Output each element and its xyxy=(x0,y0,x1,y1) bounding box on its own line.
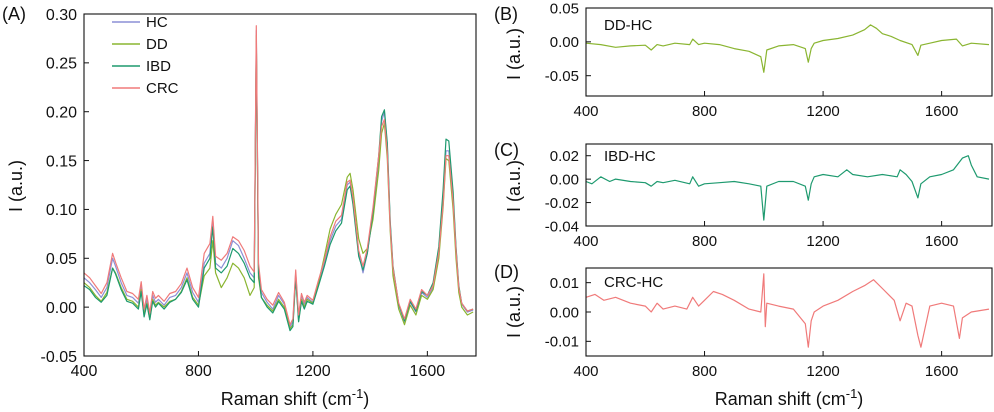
panel-a-xtick-label: 800 xyxy=(185,363,212,380)
panel-d-xlabel-sup: -1 xyxy=(846,386,858,401)
panel-d-ytick-label: 0.01 xyxy=(550,275,579,292)
panel-a-ytick-label: 0.20 xyxy=(46,104,77,121)
panel-b-xtick-label: 1200 xyxy=(806,103,839,120)
panel-c-title: IBD-HC xyxy=(604,148,656,165)
panel-b-xtick-label: 1600 xyxy=(925,103,958,120)
panel-a-ytick-label: -0.05 xyxy=(41,349,78,366)
panel-d-title: CRC-HC xyxy=(604,274,663,291)
panel-a-ticks: 400 800 1200 1600 -0.05 0.00 0.05 0.10 0.15 0.20 0… xyxy=(41,7,446,380)
panel-c: (C) 400 800 1200 1600 0.02 0.00 -0.02 -0.04 IBD… xyxy=(494,140,993,250)
panel-d-xtick-label: 1200 xyxy=(806,363,839,380)
panel-c-series-difference xyxy=(585,155,990,221)
panel-b-ytick-label: 0.00 xyxy=(550,34,579,51)
panel-a: (A) 400 800 1200 1600 -0.05 0.00 0.05 0.10 0.15 0… xyxy=(2,4,477,409)
panel-d-ytick-label: -0.01 xyxy=(545,334,579,351)
panel-c-series-line xyxy=(585,155,990,221)
panel-a-label: (A) xyxy=(2,4,26,24)
panel-d-ylabel: I (a.u.) xyxy=(504,286,524,338)
legend-label-hc: HC xyxy=(146,14,168,31)
panel-d-xlabel: Raman shift (cm-1) xyxy=(715,386,864,409)
legend-label-dd: DD xyxy=(146,36,168,53)
panel-c-ticks: 400 800 1200 1600 0.02 0.00 -0.02 -0.04 xyxy=(545,148,959,250)
panel-a-xlabel-sup: -1 xyxy=(352,386,364,401)
panel-d-xtick-label: 1600 xyxy=(925,363,958,380)
panel-a-ytick-label: 0.10 xyxy=(46,202,77,219)
panel-a-ytick-label: 0.25 xyxy=(46,56,77,73)
panel-b-ytick-label: -0.05 xyxy=(545,68,579,85)
panel-a-ytick-label: 0.05 xyxy=(46,251,77,268)
panel-b-ylabel: I (a.u.) xyxy=(504,28,524,80)
panel-a-legend: HC DD IBD CRC xyxy=(112,14,179,97)
panel-b-series-line xyxy=(585,24,990,73)
panel-c-frame xyxy=(585,143,993,227)
panel-a-series-dd xyxy=(83,34,474,330)
panel-d-xtick-label: 400 xyxy=(573,363,598,380)
panel-c-ytick-label: 0.02 xyxy=(550,148,579,165)
panel-c-xtick-label: 400 xyxy=(573,233,598,250)
panel-a-frame xyxy=(83,13,477,357)
panel-c-label: (C) xyxy=(494,140,519,160)
legend-label-ibd: IBD xyxy=(146,58,171,75)
panel-c-ytick-label: 0.00 xyxy=(550,172,579,189)
panel-b-title: DD-HC xyxy=(604,17,652,34)
panel-d: (D) 400 800 1200 1600 0.01 0.00 -0.01 CRC-HC I… xyxy=(494,262,993,409)
panel-d-series-line xyxy=(585,273,990,348)
panel-d-series-difference xyxy=(585,273,990,348)
panel-c-xtick-label: 1200 xyxy=(806,233,839,250)
panel-a-ytick-label: 0.15 xyxy=(46,153,77,170)
panel-c-ylabel: I (a.u.) xyxy=(504,160,524,212)
panel-d-ytick-label: 0.00 xyxy=(550,304,579,321)
panel-a-xlabel: Raman shift (cm-1) xyxy=(221,386,370,409)
panel-a-series-crc xyxy=(83,25,474,326)
panel-d-label: (D) xyxy=(494,262,519,282)
panel-d-xtick-label: 800 xyxy=(692,363,717,380)
panel-b: (B) 400 800 1200 1600 0.05 0.00 -0.05 DD-HC I … xyxy=(494,0,993,120)
panel-a-ytick-label: 0.30 xyxy=(46,7,77,24)
panel-b-label: (B) xyxy=(494,4,518,24)
panel-a-series-hc xyxy=(83,30,474,328)
panel-a-ytick-label: 0.00 xyxy=(46,300,77,317)
panel-d-ticks: 400 800 1200 1600 0.01 0.00 -0.01 xyxy=(545,275,959,380)
panel-c-xtick-label: 1600 xyxy=(925,233,958,250)
panel-a-xtick-label: 1200 xyxy=(295,363,331,380)
panel-a-series-lines xyxy=(83,25,474,332)
panel-c-ytick-label: -0.02 xyxy=(545,195,579,212)
panel-b-series-difference xyxy=(585,24,990,73)
panel-a-xtick-label: 400 xyxy=(71,363,98,380)
panel-c-ytick-label: -0.04 xyxy=(545,218,579,235)
legend-label-crc: CRC xyxy=(146,80,179,97)
panel-b-xtick-label: 800 xyxy=(692,103,717,120)
panel-b-ticks: 400 800 1200 1600 0.05 0.00 -0.05 xyxy=(545,0,959,120)
panel-c-xtick-label: 800 xyxy=(692,233,717,250)
panel-b-frame xyxy=(585,7,993,97)
panel-b-ytick-label: 0.05 xyxy=(550,0,579,17)
panel-a-ylabel: I (a.u.) xyxy=(6,160,26,212)
panel-b-xtick-label: 400 xyxy=(573,103,598,120)
panel-a-xtick-label: 1600 xyxy=(410,363,446,380)
